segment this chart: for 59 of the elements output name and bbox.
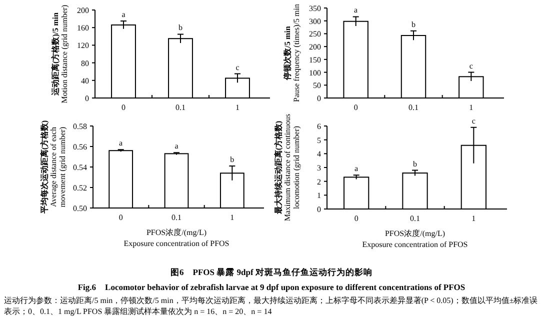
y-tick-label: 40 (81, 76, 89, 86)
annotation: a (122, 10, 126, 19)
y-tick-label: 350 (309, 4, 321, 13)
x-tick-label: 0.1 (408, 103, 418, 112)
y-tick-label: 6 (317, 122, 321, 131)
y-tick-label: 0 (85, 94, 89, 103)
y-tick-label: 50 (313, 81, 321, 90)
text: 运动行为参数：运动距离/5 min，停顿次数/5 min，平均每次运动距离，最大持续运动距离；上标字母不同表示差异显著(P < 0.05)；数值以平均值±标准误表示；0、0.1、1 mg/L PFOS 暴露组测试样本量依次为 n = 16、n = 20、n = 14 (4, 295, 539, 317)
annotation: b (413, 159, 417, 168)
annotation: c (236, 62, 240, 72)
annotation: b (178, 23, 182, 32)
y-tick-label: 200 (77, 6, 89, 15)
annotation: c (469, 61, 474, 70)
y-tick-label: 100 (309, 68, 321, 78)
caption: 图6 PFOS 暴露 9dpf 对斑马鱼仔鱼运动行为的影响 (170, 267, 372, 277)
y-tick-label: 250 (309, 30, 321, 39)
y-tick-label: 160 (77, 24, 89, 33)
y-tick-label: 0 (317, 205, 321, 214)
annotation: b (230, 154, 234, 164)
x-tick-label: 1 (469, 103, 474, 112)
x-tick-label: 0 (354, 214, 358, 223)
y-axis-title: 停顿次数/5 min Pause frequency (times)/5 min (283, 4, 301, 102)
y-tick-label: 200 (309, 42, 321, 52)
annotation: b (412, 20, 416, 29)
y-tick-label: 1 (317, 191, 321, 200)
annotation: c (472, 116, 476, 126)
x-tick-label: 1 (236, 103, 240, 112)
y-tick-label: 0.56 (73, 142, 87, 152)
y-tick-label: 4 (317, 150, 321, 159)
y-axis-title: 运动距离(方格数)/5 min Motion distance (grid number) (50, 4, 69, 104)
x-tick-label: 0 (118, 213, 123, 222)
y-tick-label: 120 (77, 41, 89, 50)
x-tick-label: 0 (122, 103, 126, 112)
x-tick-label: 0.1 (172, 213, 182, 222)
y-axis-title: 最大持续运动距离(方格数) Maximum distance of continuous locomotion (grid number) (273, 114, 301, 222)
caption: Fig.6 Locomotor behavior of zebrafish larvae at 9 dpf upon exposure to different concentrations of PFOS (78, 282, 466, 292)
y-tick-label: 2 (317, 177, 321, 186)
y-tick-label: 0.58 (73, 122, 87, 131)
y-tick-label: 300 (309, 16, 321, 26)
y-axis-title: 平均每次运动距离(方格数) Average distance of each movement (grid number) (39, 120, 67, 215)
x-axis-title: PFOS浓度/(mg/L) Exposure concentration of PFOS (124, 228, 230, 248)
x-tick-label: 1 (472, 214, 476, 223)
x-tick-label: 1 (230, 213, 234, 222)
x-axis-title: PFOS浓度/(mg/L) Exposure concentration of PFOS (362, 229, 468, 249)
x-tick-label: 0.1 (176, 103, 186, 112)
y-tick-label: 3 (317, 164, 321, 172)
y-tick-label: 0.52 (73, 184, 87, 192)
y-tick-label: 80 (81, 58, 89, 68)
y-tick-label: 0.54 (73, 163, 87, 172)
annotation: a (119, 138, 124, 148)
y-tick-label: 0.50 (73, 204, 87, 213)
annotation: a (354, 164, 359, 174)
y-tick-label: 0 (317, 94, 321, 103)
y-tick-label: 150 (309, 55, 321, 64)
annotation: a (354, 6, 358, 15)
x-tick-label: 0.1 (410, 214, 420, 223)
annotation: a (174, 142, 179, 151)
x-tick-label: 0 (354, 103, 358, 112)
y-tick-label: 5 (317, 136, 321, 145)
